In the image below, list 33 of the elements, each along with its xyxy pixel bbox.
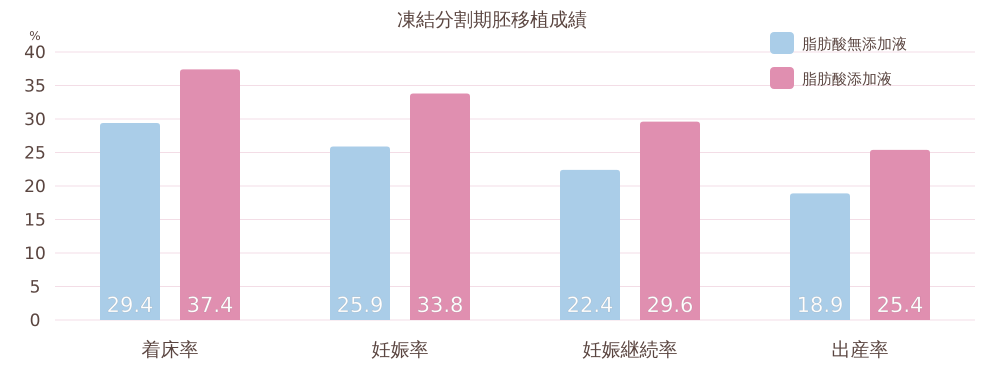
bar	[330, 146, 390, 320]
bar	[180, 69, 240, 320]
bar	[560, 170, 620, 320]
y-tick-label: 20	[24, 177, 46, 197]
y-tick-label: 35	[24, 76, 46, 96]
bar	[870, 150, 930, 320]
data-label: 25.4	[876, 293, 924, 317]
data-label: 18.9	[796, 293, 844, 317]
x-tick-label: 出産率	[832, 339, 888, 361]
legend-label: 脂肪酸添加液	[802, 70, 892, 88]
y-tick-label: 5	[30, 278, 40, 298]
bar	[790, 193, 850, 320]
bar	[640, 122, 700, 320]
data-label: 22.4	[566, 293, 614, 317]
y-tick-label: 40	[24, 43, 46, 63]
data-label: 37.4	[186, 293, 234, 317]
data-label: 25.9	[336, 293, 384, 317]
y-tick-label: 10	[24, 244, 46, 264]
y-tick-label: 25	[24, 144, 46, 164]
data-label: 29.6	[646, 293, 694, 317]
y-tick-label: 0	[30, 311, 40, 331]
legend-label: 脂肪酸無添加液	[802, 35, 907, 53]
data-label: 29.4	[106, 293, 154, 317]
x-tick-label: 妊娠率	[372, 339, 428, 361]
y-tick-label: 30	[24, 110, 46, 130]
y-axis-title: %	[29, 29, 41, 43]
x-tick-label: 妊娠継続率	[582, 339, 678, 361]
data-label: 33.8	[416, 293, 464, 317]
bar	[410, 94, 470, 320]
x-tick-label: 着床率	[142, 339, 198, 361]
bar	[100, 123, 160, 320]
y-tick-label: 15	[24, 210, 46, 230]
chart-title: 凍結分割期胚移植成績	[397, 9, 587, 31]
